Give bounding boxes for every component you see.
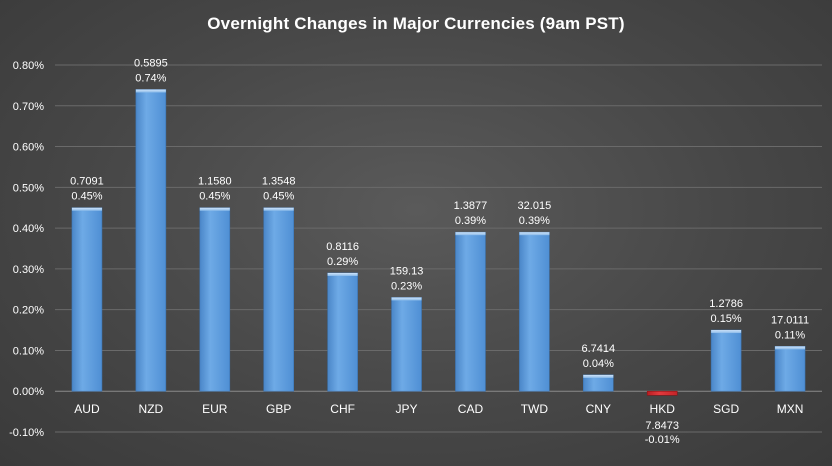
- bar-hkd: [646, 390, 678, 396]
- chart-title: Overnight Changes in Major Currencies (9…: [207, 14, 625, 33]
- y-axis-tick-labels: -0.10% 0.00% 0.10% 0.20% 0.30% 0.40% 0.50% 0.60…: [9, 60, 44, 439]
- value-label: 0.11%: [775, 329, 806, 341]
- bar-cap-nzd: [135, 89, 166, 93]
- value-label: 0.23%: [391, 280, 422, 292]
- bar-cap-cny: [583, 374, 614, 378]
- bar-cap-eur: [199, 207, 230, 211]
- category-label: CHF: [330, 402, 355, 416]
- y-tick-label: 0.30%: [13, 264, 44, 276]
- category-label: EUR: [202, 402, 228, 416]
- bar-cap-chf: [327, 272, 358, 276]
- value-label: 0.04%: [583, 358, 614, 370]
- rate-label: 6.7414: [581, 343, 615, 355]
- x-axis-category-labels: AUD NZD EUR GBP CHF JPY CAD TWD CNY HKD SGD MXN: [74, 402, 803, 416]
- bar-eur: [199, 207, 231, 392]
- category-label: AUD: [74, 402, 100, 416]
- bar-cap-twd: [519, 232, 550, 236]
- bar-cap-sgd: [711, 330, 742, 334]
- data-labels: 0.7091 0.45% 0.5895 0.74% 1.1580 0.45% 1.3548 0…: [70, 57, 809, 446]
- bar-sgd: [710, 329, 742, 392]
- bar-cad: [455, 231, 486, 392]
- bar-nzd: [135, 89, 167, 392]
- rate-label: 17.0111: [771, 314, 809, 326]
- value-label: 0.45%: [199, 191, 230, 203]
- bar-jpy: [391, 297, 422, 392]
- rate-label: 1.3877: [454, 200, 488, 212]
- y-tick-label: 0.10%: [13, 345, 44, 357]
- y-tick-label: -0.10%: [9, 427, 44, 439]
- rate-label: 1.1580: [198, 176, 232, 188]
- value-label: 0.15%: [711, 313, 742, 325]
- rate-label: 1.3548: [262, 176, 296, 188]
- category-label: GBP: [266, 402, 291, 416]
- bar-cap-gbp: [263, 207, 294, 211]
- category-label: HKD: [650, 402, 676, 416]
- category-label: MXN: [777, 402, 804, 416]
- rate-label: 159.13: [390, 265, 424, 277]
- bar-twd: [519, 231, 550, 392]
- rate-label: 1.2786: [709, 298, 743, 310]
- y-tick-label: 0.50%: [13, 182, 44, 194]
- value-label: -0.01%: [645, 434, 680, 446]
- bar-cap-jpy: [391, 297, 422, 301]
- rate-label: 32.015: [518, 200, 552, 212]
- value-label: 0.29%: [327, 256, 358, 268]
- y-tick-label: 0.20%: [13, 305, 44, 317]
- category-label: NZD: [139, 402, 164, 416]
- bar-chf: [327, 272, 358, 392]
- y-tick-label: 0.40%: [13, 223, 44, 235]
- gridlines: [55, 64, 822, 433]
- y-tick-label: 0.00%: [13, 386, 44, 398]
- y-tick-label: 0.80%: [13, 60, 44, 72]
- value-label: 0.39%: [455, 215, 486, 227]
- category-label: CAD: [458, 402, 484, 416]
- category-label: CNY: [586, 402, 611, 416]
- bar-mxn: [774, 346, 806, 392]
- y-tick-label: 0.70%: [13, 101, 44, 113]
- bar-cap-cad: [455, 232, 486, 236]
- rate-label: 7.8473: [645, 420, 679, 432]
- value-label: 0.39%: [519, 215, 550, 227]
- bar-aud: [71, 207, 103, 392]
- y-tick-label: 0.60%: [13, 142, 44, 154]
- rate-label: 0.5895: [134, 57, 168, 69]
- rate-label: 0.7091: [70, 176, 104, 188]
- bar-cap-mxn: [775, 346, 806, 350]
- rate-label: 0.8116: [326, 241, 359, 253]
- value-label: 0.74%: [135, 72, 166, 84]
- category-label: TWD: [521, 402, 549, 416]
- value-label: 0.45%: [263, 191, 294, 203]
- category-label: JPY: [396, 402, 418, 416]
- category-label: SGD: [713, 402, 739, 416]
- value-label: 0.45%: [71, 191, 102, 203]
- bar-gbp: [263, 207, 295, 392]
- bars: [71, 89, 806, 396]
- bar-cap-aud: [71, 207, 102, 211]
